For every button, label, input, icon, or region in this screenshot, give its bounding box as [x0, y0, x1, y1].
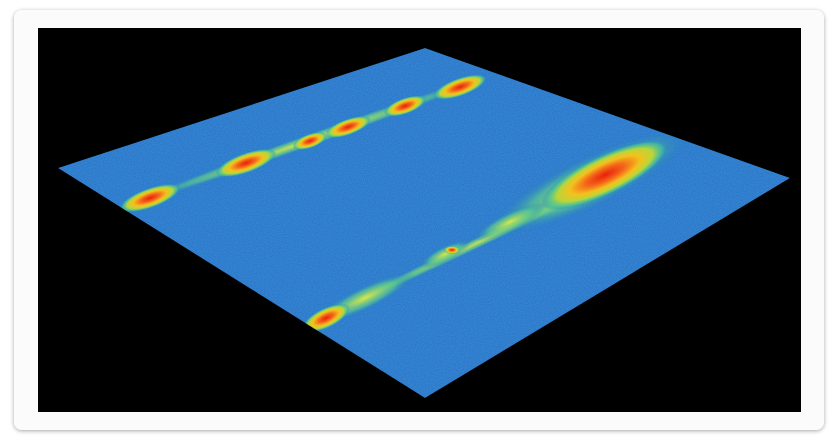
peak	[444, 246, 460, 254]
framed-image	[0, 0, 838, 440]
page	[0, 0, 838, 440]
